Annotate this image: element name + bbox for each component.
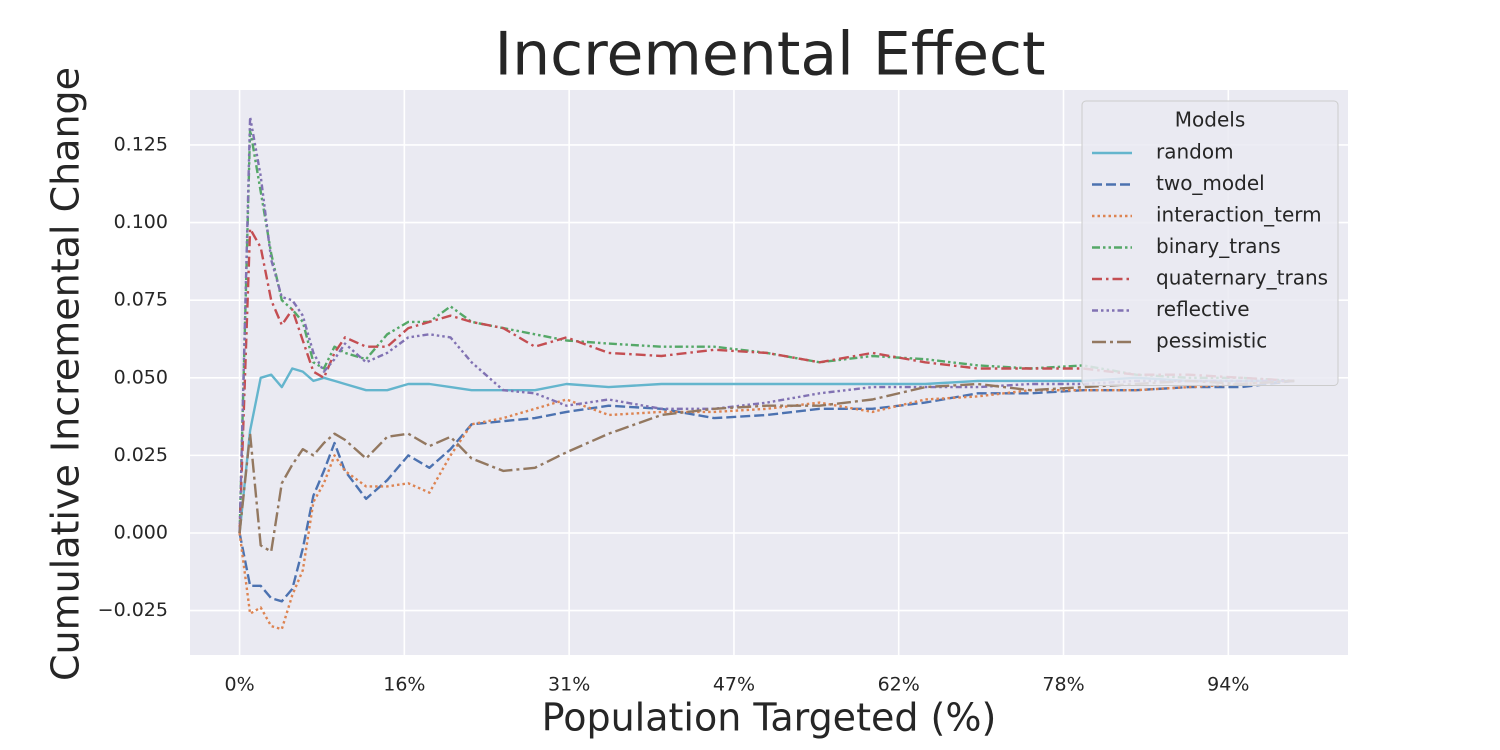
legend-label: pessimistic [1156,329,1267,353]
legend-title: Models [1175,108,1245,132]
y-tick-label: 0.050 [114,366,168,388]
x-axis-label: Population Targeted (%) [542,696,997,740]
legend-label: binary_trans [1156,234,1281,258]
y-tick-label: 0.075 [114,289,168,311]
x-tick-label: 16% [383,674,425,696]
series-line [238,379,1295,553]
series-line [238,128,1295,534]
legend-label: reflective [1156,297,1250,321]
chart-title: Incremental Effect [494,20,1045,90]
x-tick-label: 62% [878,674,920,696]
x-tick-label: 0% [224,674,254,696]
y-tick-label: 0.000 [114,521,168,543]
series-line [238,379,1295,603]
y-tick-label: 0.025 [114,444,168,466]
y-axis-label: Cumulative Incremental Change [44,67,88,681]
y-tick-label: 0.125 [114,133,168,155]
x-tick-label: 94% [1207,674,1249,696]
x-tick-label: 78% [1042,674,1084,696]
y-tick-label: 0.100 [114,211,168,233]
series-line [238,115,1295,534]
y-tick-label: −0.025 [98,599,168,621]
legend-label: two_model [1156,171,1265,195]
series-line [238,379,1295,631]
legend-label: quaternary_trans [1156,266,1328,290]
legend-label: random [1156,140,1234,164]
x-tick-label: 31% [548,674,590,696]
legend: Models random two_model interaction_termbin… [1081,100,1339,386]
x-tick-label: 47% [713,674,755,696]
legend-label: interaction_term [1156,203,1322,227]
series-line [238,227,1295,534]
legend-box [1081,100,1339,386]
series-line [238,367,1295,534]
